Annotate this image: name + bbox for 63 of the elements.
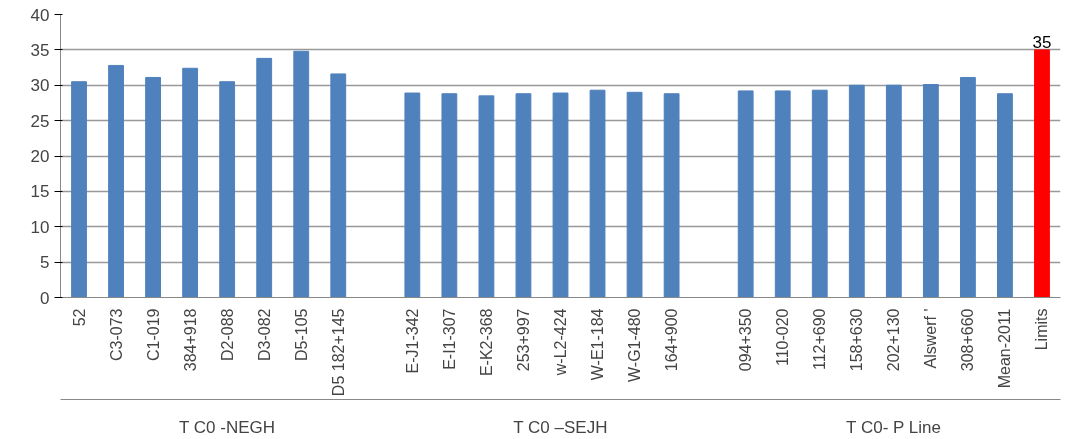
y-tick-label: 30 bbox=[30, 76, 50, 96]
x-tick-label: Mean-2011 bbox=[996, 308, 1014, 389]
x-tick-label: w-L2-424 bbox=[552, 308, 569, 377]
x-tick-label: Alswerf ' bbox=[922, 308, 940, 369]
x-tick-label: E-K2-368 bbox=[477, 308, 495, 377]
y-tick-label: 40 bbox=[30, 5, 50, 25]
y-tick-label: 20 bbox=[30, 147, 50, 166]
bar bbox=[515, 93, 532, 298]
x-tick-label: E-I1-307 bbox=[440, 308, 458, 370]
y-tick-label: 15 bbox=[30, 182, 50, 202]
x-tick-label: 384+918 bbox=[181, 308, 199, 372]
bar bbox=[960, 76, 976, 298]
y-tick-label: 35 bbox=[30, 40, 50, 60]
x-tick-label: W-G1-480 bbox=[626, 308, 644, 383]
x-tick-label: 253+997 bbox=[514, 308, 532, 372]
x-tick-label: 52 bbox=[70, 308, 88, 327]
x-tick-label: 112+690 bbox=[811, 308, 829, 371]
y-tick-label: 0 bbox=[40, 288, 50, 308]
bar bbox=[811, 89, 828, 298]
x-tick-label: W-E1-184 bbox=[589, 308, 607, 381]
x-tick-label: 158+630 bbox=[848, 308, 866, 372]
x-tick-label: 164+900 bbox=[663, 308, 681, 372]
text: T C0- P Line bbox=[846, 417, 941, 437]
x-tick-label: D2-088 bbox=[218, 308, 236, 361]
x-tick-label: Limits bbox=[1033, 308, 1051, 351]
text: T C0 -NEGH bbox=[179, 417, 276, 437]
bar bbox=[145, 76, 161, 298]
x-tick-label: E-J1-342 bbox=[403, 308, 421, 374]
bar bbox=[182, 67, 199, 298]
x-tick-label: 110-020 bbox=[774, 308, 792, 367]
x-tick-label: D5 182+145 bbox=[329, 308, 347, 397]
y-tick-label: 5 bbox=[40, 253, 50, 273]
x-tick-label: D3-082 bbox=[255, 308, 273, 361]
bar bbox=[552, 92, 569, 298]
bar bbox=[848, 84, 865, 298]
bar bbox=[404, 92, 421, 298]
bar bbox=[478, 95, 495, 298]
bar bbox=[1034, 49, 1050, 298]
bar bbox=[663, 93, 680, 298]
bar bbox=[293, 50, 310, 298]
x-tick-label: 202+130 bbox=[885, 308, 903, 372]
x-tick-label: C1-019 bbox=[144, 308, 162, 361]
x-tick-label: 094+350 bbox=[737, 308, 755, 372]
y-tick-label: 10 bbox=[30, 217, 50, 237]
bar bbox=[774, 90, 791, 298]
bar bbox=[330, 73, 347, 298]
bar bbox=[108, 64, 124, 298]
bar bbox=[885, 84, 902, 298]
data-label: 35 bbox=[1032, 32, 1052, 52]
bar bbox=[256, 57, 273, 298]
bar bbox=[441, 93, 458, 298]
bar bbox=[737, 90, 754, 298]
bar bbox=[626, 91, 643, 298]
bar bbox=[922, 84, 939, 298]
x-tick-label: 308+660 bbox=[959, 308, 977, 372]
bar bbox=[997, 93, 1013, 298]
x-tick-label: C3-073 bbox=[107, 308, 125, 361]
x-tick-label: D5-105 bbox=[292, 308, 310, 361]
y-tick-label: 25 bbox=[30, 111, 50, 131]
bar bbox=[589, 89, 606, 298]
bar bbox=[219, 81, 236, 298]
bar bbox=[71, 81, 87, 298]
text: T C0 –SEJH bbox=[513, 417, 608, 437]
